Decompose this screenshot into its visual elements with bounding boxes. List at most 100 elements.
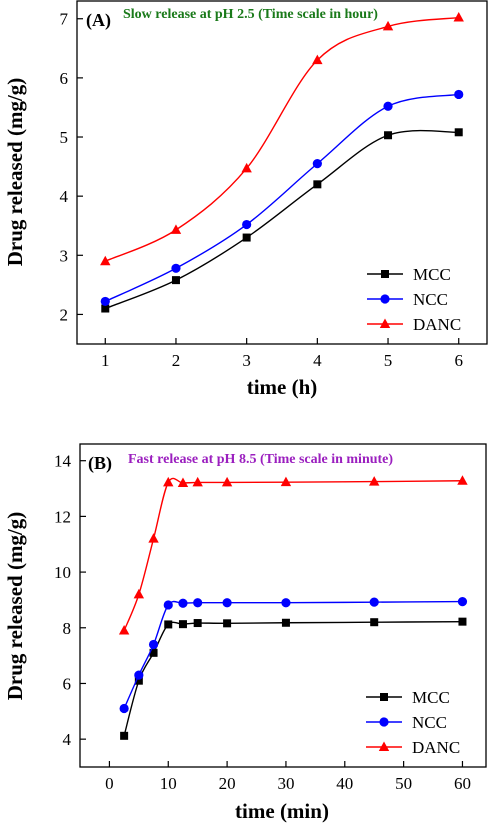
chart-panel-a: (A) Slow release at pH 2.5 (Time scale i… [3, 0, 488, 399]
x-tick-label: 50 [395, 774, 412, 793]
x-tick-label: 6 [454, 351, 463, 370]
data-point-danc [369, 476, 380, 486]
data-point-mcc [370, 618, 379, 627]
data-point-ncc [281, 598, 291, 608]
data-point-ncc [119, 703, 129, 714]
y-tick-label: 7 [60, 10, 69, 29]
x-tick-label: 30 [277, 774, 294, 793]
data-point-ncc [454, 89, 464, 100]
data-point-ncc [242, 219, 252, 230]
legend-marker-ncc [380, 294, 390, 304]
data-point-ncc [171, 263, 181, 273]
series-line-danc [123, 477, 463, 631]
y-tick-label: 4 [63, 730, 72, 749]
data-point-ncc [457, 597, 468, 607]
data-point-mcc [149, 648, 158, 657]
series-line-ncc [104, 93, 459, 303]
legend-b: MCC NCC DANC [366, 688, 460, 757]
y-axis-label-a: Drug released (mg/g) [3, 78, 27, 267]
data-point-ncc [100, 296, 110, 307]
x-tick-label: 4 [313, 351, 322, 370]
legend-label-ncc: NCC [413, 290, 448, 309]
legend-marker-danc [378, 741, 390, 751]
series-layer-b [118, 475, 468, 740]
x-tick-label: 60 [454, 774, 471, 793]
data-point-ncc [148, 639, 159, 650]
data-point-danc [312, 54, 323, 65]
chart-panel-b: (B) Fast release at pH 8.5 (Time scale i… [3, 443, 487, 823]
panel-label-a: (A) [86, 10, 111, 31]
data-point-mcc [313, 180, 322, 189]
data-point-danc [100, 255, 111, 266]
axes-ticks-b: 0 10 20 30 40 50 60 4 6 8 10 12 14 [54, 452, 471, 793]
data-point-mcc [178, 620, 187, 629]
data-point-mcc [454, 128, 463, 137]
data-point-mcc [134, 676, 143, 685]
legend-marker-mcc [381, 270, 389, 278]
y-tick-label: 14 [54, 452, 72, 471]
x-tick-label: 20 [219, 774, 236, 793]
series-line-mcc [105, 129, 459, 310]
legend-label-mcc: MCC [413, 265, 451, 284]
x-tick-label: 5 [384, 351, 393, 370]
data-point-ncc [369, 597, 379, 607]
data-point-ncc [134, 670, 144, 680]
data-point-danc [241, 162, 252, 173]
x-tick-label: 3 [242, 351, 251, 370]
data-point-mcc [193, 619, 202, 628]
data-point-mcc [223, 619, 232, 628]
legend-a: MCC NCC DANC [367, 265, 461, 334]
data-point-danc [148, 533, 159, 543]
axes-ticks-a: 1 2 3 4 5 6 2 3 4 5 6 7 [60, 10, 463, 370]
x-tick-label: 2 [172, 351, 181, 370]
data-point-danc [133, 588, 145, 599]
y-tick-label: 4 [60, 187, 69, 206]
y-tick-label: 10 [54, 563, 71, 582]
data-point-ncc [178, 598, 188, 608]
series-line-danc [104, 16, 459, 262]
y-axis-label-b: Drug released (mg/g) [3, 512, 27, 701]
series-layer-a [100, 12, 464, 313]
data-point-danc [382, 20, 394, 31]
x-tick-label: 0 [105, 774, 114, 793]
y-tick-label: 8 [63, 619, 72, 638]
data-point-mcc [281, 618, 290, 627]
data-point-ncc [222, 598, 232, 608]
plot-frame-a [76, 0, 488, 345]
data-point-mcc [242, 233, 251, 242]
legend-label-ncc: NCC [412, 713, 447, 732]
y-tick-label: 6 [63, 674, 72, 693]
series-line-mcc [123, 620, 463, 736]
data-point-mcc [458, 617, 467, 626]
data-point-danc [221, 476, 233, 487]
data-point-ncc [312, 159, 322, 169]
legend-marker-ncc [379, 717, 389, 727]
legend-label-danc: DANC [412, 738, 460, 757]
panel-annotation-a: Slow release at pH 2.5 (Time scale in ho… [123, 7, 378, 22]
panel-label-b: (B) [88, 453, 112, 474]
y-tick-label: 6 [60, 69, 69, 88]
data-point-danc [163, 476, 174, 487]
x-tick-label: 10 [160, 774, 177, 793]
y-tick-label: 12 [54, 507, 71, 526]
data-point-danc [170, 224, 182, 234]
x-axis-label-a: time (h) [247, 375, 318, 399]
data-point-mcc [164, 620, 173, 629]
data-point-mcc [384, 131, 393, 140]
data-point-ncc [383, 101, 393, 111]
plot-frame-b [79, 443, 487, 768]
data-point-ncc [163, 600, 173, 610]
data-point-danc [118, 625, 130, 635]
data-point-danc [280, 476, 292, 487]
x-axis-label-b: time (min) [235, 799, 329, 823]
y-tick-label: 2 [60, 305, 69, 324]
data-point-danc [177, 477, 189, 487]
x-tick-label: 1 [101, 351, 110, 370]
x-tick-label: 40 [336, 774, 353, 793]
data-point-mcc [101, 304, 110, 313]
y-tick-label: 5 [60, 128, 69, 147]
data-point-ncc [193, 598, 203, 608]
series-line-ncc [123, 600, 463, 709]
legend-label-mcc: MCC [412, 688, 450, 707]
